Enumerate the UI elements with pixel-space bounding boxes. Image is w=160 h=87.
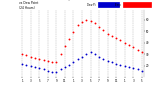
Point [42,59,45,61]
Point [55,71,58,72]
Point [128,44,130,46]
Point [64,66,66,68]
Point [128,66,130,68]
Point [136,49,139,50]
Point [124,42,126,44]
Point [111,62,113,63]
Point [98,56,100,57]
Point [38,58,40,60]
Point [59,69,62,70]
Point [141,70,143,71]
Point [76,25,79,26]
Point [102,29,105,31]
Point [94,54,96,55]
Point [81,56,83,57]
Point [29,56,32,57]
Point [29,65,32,67]
Text: Temp: Temp [114,3,121,7]
Point [34,57,36,58]
Point [42,69,45,70]
Point [115,37,117,39]
Point [94,22,96,24]
Point [115,63,117,64]
Point [119,40,122,41]
Point [106,33,109,34]
Point [21,63,23,64]
Point [85,19,88,20]
Point [38,68,40,69]
Point [51,62,53,63]
Point [89,51,92,53]
Point [72,32,75,33]
Point [51,71,53,72]
Point [98,26,100,27]
Point [132,47,135,48]
Point [132,68,135,69]
Point [111,35,113,37]
Point [76,58,79,60]
Point [124,65,126,67]
Point [47,61,49,62]
Point [21,54,23,55]
Point [59,54,62,55]
Point [141,51,143,53]
Point [106,61,109,62]
Point [68,64,70,65]
Point [85,54,88,55]
Point [119,64,122,65]
Point [25,55,28,56]
Point [68,39,70,40]
Point [89,20,92,21]
Point [64,46,66,47]
Point [72,62,75,63]
Point [34,66,36,68]
Point [55,62,58,63]
Text: Dew Pt: Dew Pt [87,3,95,7]
Text: Milwaukee Weather Outdoor Temperature
vs Dew Point
(24 Hours): Milwaukee Weather Outdoor Temperature vs… [19,0,81,10]
Point [47,70,49,71]
Point [81,21,83,23]
Point [102,58,105,60]
Point [136,69,139,70]
Point [25,64,28,65]
